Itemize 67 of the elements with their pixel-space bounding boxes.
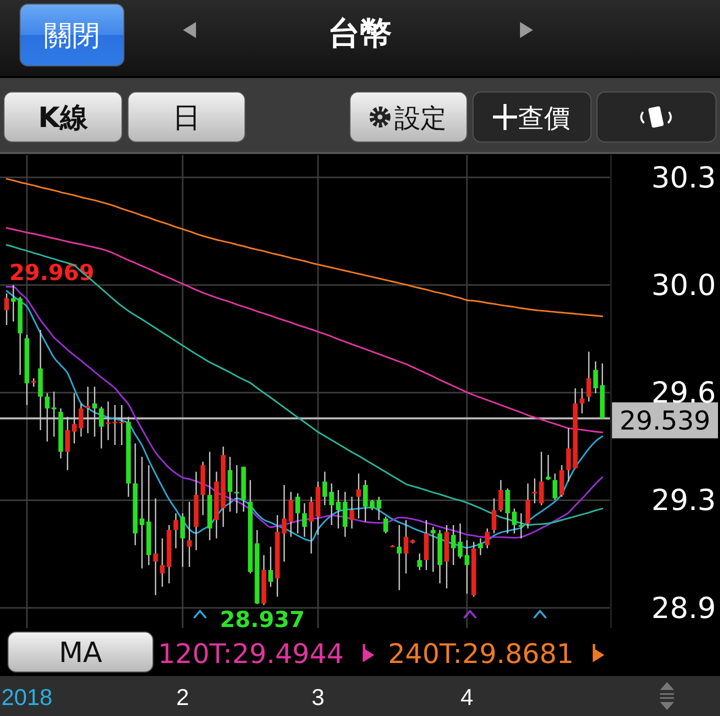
candlestick: [4, 292, 9, 326]
candlestick: [187, 501, 192, 568]
text: MA: [58, 636, 102, 669]
legend-label: 120T:29.4944: [158, 639, 344, 670]
candlestick: [552, 472, 558, 501]
candlestick: [492, 498, 496, 534]
candlestick: [498, 479, 504, 512]
x-tick-label: 2: [176, 684, 190, 710]
chart-title: 台幣: [328, 14, 392, 52]
candlestick: [153, 498, 158, 596]
candlestick: [383, 516, 388, 534]
text: K線: [38, 101, 89, 134]
text: 設定: [394, 104, 446, 134]
candlestick: [356, 472, 362, 520]
candlestick: [586, 350, 592, 402]
candlestick: [451, 524, 456, 566]
line-series: [6, 227, 604, 434]
candlestick: [180, 512, 185, 568]
candlestick: [458, 522, 463, 560]
candlestick: [566, 428, 571, 482]
candlestick: [464, 540, 470, 594]
candlestick: [234, 464, 240, 514]
candlestick: [288, 491, 294, 538]
line-series: [6, 178, 604, 318]
candlestick: [430, 526, 436, 573]
candlestick: [593, 360, 598, 394]
candlestick: [484, 528, 490, 549]
candlestick: [160, 538, 165, 588]
candlestick: [350, 496, 354, 530]
x-tick-label: 4: [460, 684, 474, 710]
y-tick-label: 28.9: [651, 590, 716, 625]
candlestick: [580, 388, 584, 414]
candlestick: [526, 482, 530, 530]
candlestick: [140, 456, 144, 570]
candlestick: [532, 478, 538, 504]
candlestick: [363, 479, 368, 522]
candlestick: [282, 484, 287, 562]
y-tick-label: 30.0: [651, 268, 716, 302]
candlestick: [302, 502, 307, 538]
candlestick: [546, 454, 551, 481]
y-tick-label: 29.3: [651, 483, 716, 518]
candlestick: [268, 546, 273, 588]
candlestick: [396, 524, 402, 591]
candlestick: [539, 451, 544, 506]
candlestick: [173, 512, 178, 549]
candlestick: [478, 538, 483, 556]
candlestick: [505, 488, 510, 534]
y-tick-label: 30.3: [651, 160, 716, 194]
x-tick-label: 3: [312, 684, 324, 710]
candlestick: [308, 496, 314, 554]
legend-label: 240T:29.8681: [388, 639, 574, 670]
annotation: 28.937: [220, 608, 305, 634]
candlestick: [404, 519, 408, 574]
candlestick: [417, 552, 422, 571]
candlestick: [329, 482, 334, 526]
candlestick: [295, 492, 300, 534]
text: 關閉: [44, 19, 100, 52]
x-tick-label: 2018: [1, 684, 52, 710]
candlestick: [376, 496, 382, 521]
text: 日: [172, 101, 200, 134]
candlestick: [370, 499, 375, 511]
candlestick: [336, 489, 341, 530]
candlestick: [322, 471, 328, 506]
candlestick: [512, 508, 517, 534]
text: 查價: [518, 104, 570, 134]
candlestick: [228, 456, 232, 512]
candlestick: [518, 512, 524, 540]
